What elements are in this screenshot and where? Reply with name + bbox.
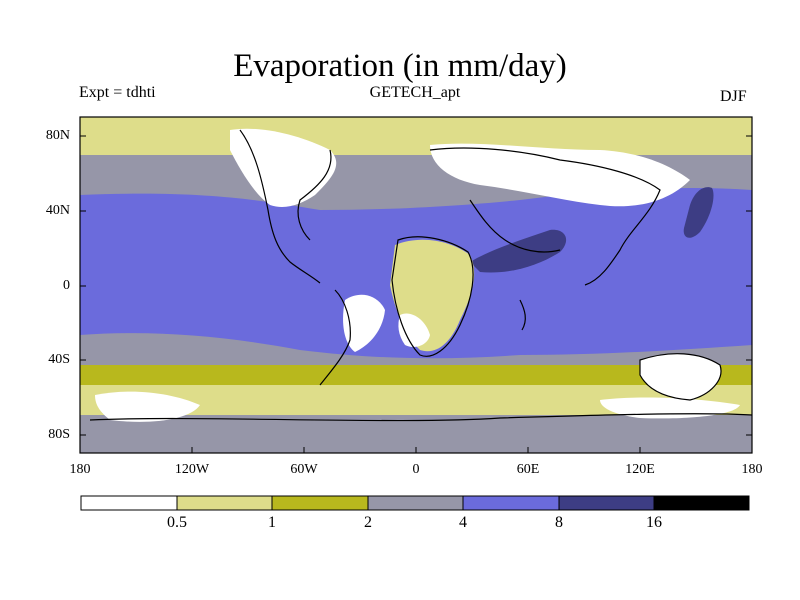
colorbar-label: 16 [646,514,662,531]
season-label: DJF [720,88,747,105]
colorbar-swatch-1 [80,495,178,511]
lat-label: 80S [48,427,70,442]
land-eurasia [430,143,690,207]
colorbar-label: 2 [364,514,372,531]
experiment-label: Expt = tdhti [79,84,156,101]
coastlines [89,129,752,422]
lat-label: 0 [63,278,70,293]
lon-label: 180 [741,462,763,477]
colorbar-swatch-2 [176,495,273,511]
field-kuroshio-max [683,187,714,238]
axis-ticks [79,135,753,453]
lat-label: 80N [45,128,70,143]
map-title: Evaporation (in mm/day) [233,48,567,84]
lon-label: 120W [174,462,210,477]
colorbar-swatch-4 [367,495,464,511]
lon-label: 120E [625,462,655,477]
colorbar-swatch-3 [271,495,369,511]
colorbar-label: 0.5 [167,514,187,531]
land-north-america [230,128,337,207]
colorbar-label: 1 [268,514,276,531]
colorbar-label: 8 [555,514,563,531]
colorbar-swatch-7 [653,495,750,511]
colorbar [80,495,750,511]
field-indian-max [470,229,567,273]
lon-label: 60E [516,462,540,477]
dataset-label: GETECH_apt [369,84,461,101]
land-antarctica-west [95,391,200,422]
land-south-america [343,294,385,352]
lon-label: 180 [69,462,91,477]
lat-label: 40N [45,203,70,218]
colorbar-swatch-5 [462,495,560,511]
land-africa-dry [398,313,430,347]
field-north-pale [80,117,752,155]
lat-label: 40S [48,352,70,367]
map-field [80,117,752,453]
colorbar-swatch-6 [558,495,655,511]
colorbar-label: 4 [459,514,467,531]
land-australia [640,353,721,400]
lon-label: 60W [290,462,318,477]
lon-label: 0 [412,462,420,477]
